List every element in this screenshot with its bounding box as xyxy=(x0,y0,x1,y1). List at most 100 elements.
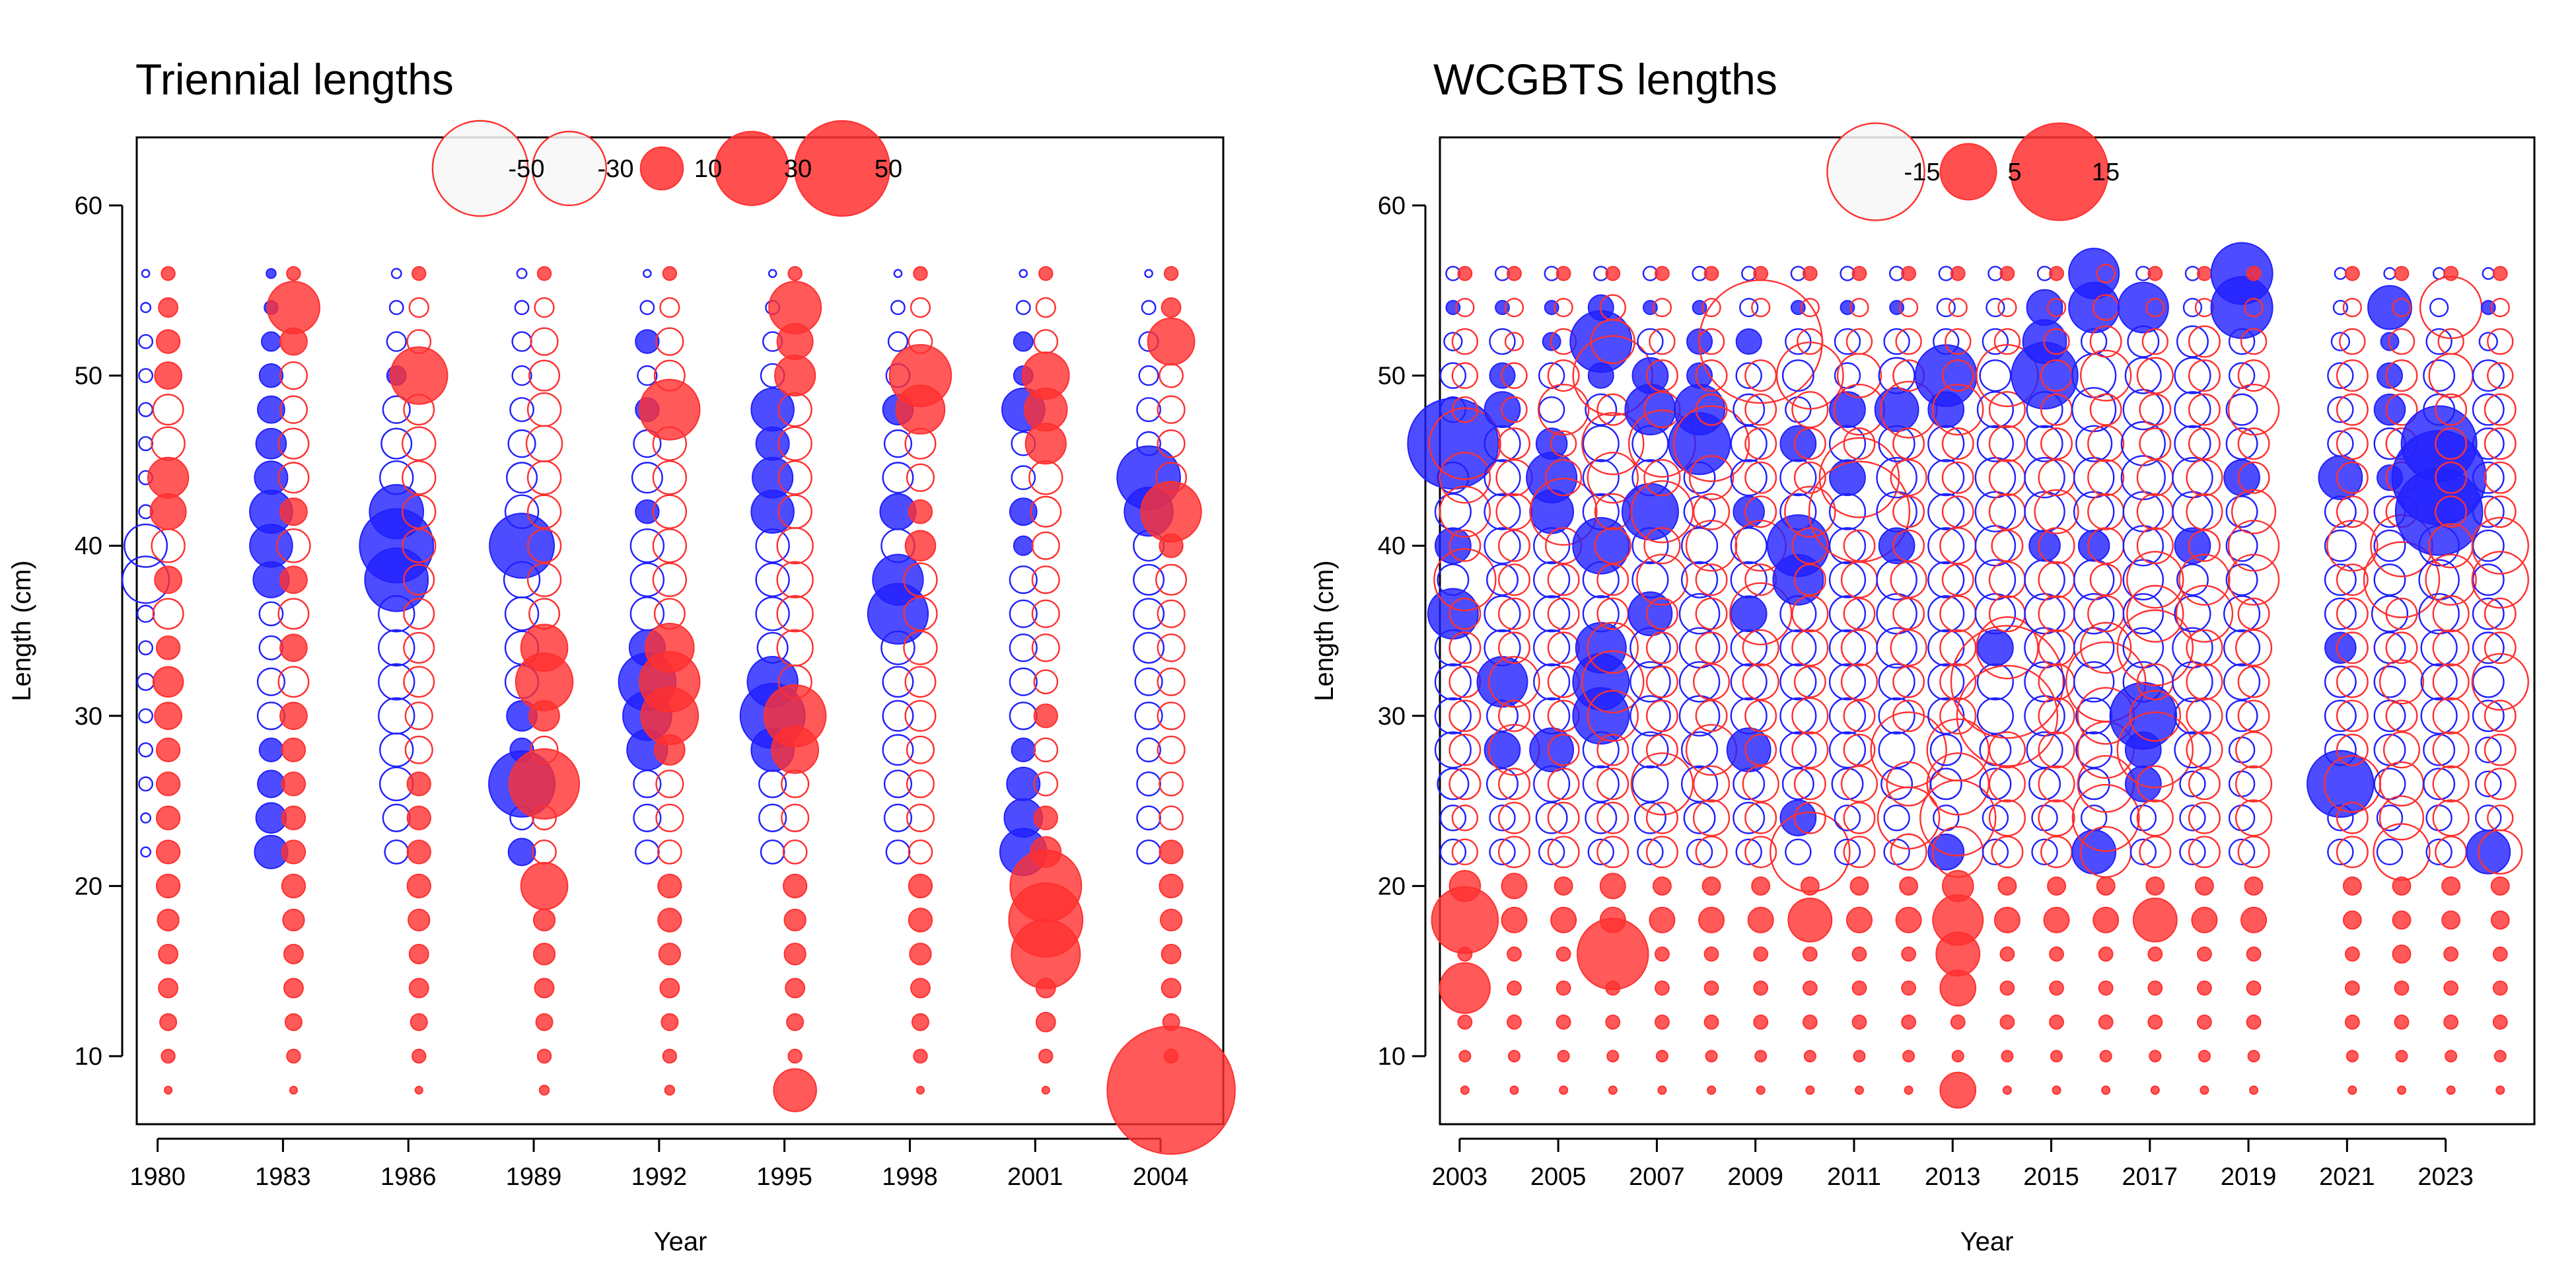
male-bubble xyxy=(1753,947,1769,962)
male-bubble xyxy=(908,329,933,354)
female-bubble xyxy=(890,300,906,315)
male-bubble xyxy=(2227,383,2280,436)
female-bubble xyxy=(1582,595,1620,633)
female-bubble xyxy=(631,462,663,494)
male-bubble xyxy=(915,1085,925,1095)
male-bubble xyxy=(152,598,184,630)
male-bubble xyxy=(2089,563,2122,596)
female-bubble xyxy=(2472,529,2505,562)
female-bubble xyxy=(2225,699,2258,733)
male-bubble xyxy=(2139,393,2172,426)
male-bubble xyxy=(2089,325,2122,358)
male-bubble xyxy=(1851,947,1867,962)
male-bubble xyxy=(2441,910,2461,930)
male-bubble xyxy=(1031,633,1060,662)
male-bubble xyxy=(903,596,938,631)
male-bubble xyxy=(1439,962,1491,1014)
female-bubble xyxy=(1680,561,1719,598)
legend-label: 30 xyxy=(784,155,812,183)
y-tick-label: 20 xyxy=(1378,873,1406,900)
female-bubble xyxy=(1136,397,1161,423)
male-bubble xyxy=(1945,328,1972,355)
male-bubble xyxy=(910,297,931,318)
male-bubble xyxy=(1742,629,1779,666)
female-bubble xyxy=(1439,805,1467,832)
female-bubble xyxy=(643,269,652,278)
male-bubble xyxy=(1556,980,1571,996)
male-bubble xyxy=(1581,411,1645,476)
y-tick-label: 60 xyxy=(1378,192,1406,220)
male-bubble xyxy=(1703,947,1719,962)
male-bubble xyxy=(1988,391,2026,429)
female-bubble xyxy=(379,460,414,495)
female-bubble xyxy=(2225,563,2258,596)
male-bubble xyxy=(2079,622,2132,674)
male-bubble xyxy=(1439,451,1491,504)
male-bubble xyxy=(2246,947,2262,962)
female-bubble xyxy=(2228,736,2256,764)
male-bubble xyxy=(1645,597,1678,630)
male-bubble xyxy=(2344,947,2360,962)
male-bubble xyxy=(2089,393,2122,426)
male-bubble xyxy=(2235,799,2273,837)
male-bubble xyxy=(1939,1071,1977,1109)
x-tick-label: 2009 xyxy=(1727,1163,1783,1191)
male-bubble xyxy=(1163,1048,1179,1064)
female-bubble xyxy=(140,812,152,824)
female-bubble xyxy=(1883,328,1910,355)
female-bubble xyxy=(1730,595,1768,633)
male-bubble xyxy=(411,266,427,281)
female-bubble xyxy=(2377,362,2404,389)
male-bubble xyxy=(2087,493,2125,530)
female-bubble xyxy=(2174,731,2211,769)
female-bubble xyxy=(255,427,287,460)
male-bubble xyxy=(1784,485,1836,538)
female-bubble xyxy=(257,395,285,424)
male-bubble xyxy=(657,839,682,865)
male-bubble xyxy=(1451,362,1479,389)
bubbles xyxy=(1407,242,2529,1109)
male-bubble xyxy=(2441,876,2461,896)
male-bubble xyxy=(281,840,306,865)
male-bubble xyxy=(1033,737,1059,763)
male-bubble xyxy=(1498,563,1530,596)
male-bubble xyxy=(2188,836,2221,869)
male-bubble xyxy=(1159,873,1184,899)
male-bubble xyxy=(1033,669,1059,695)
male-bubble xyxy=(1449,665,1482,698)
male-bubble xyxy=(526,562,562,597)
male-bubble xyxy=(2492,1015,2508,1030)
male-bubble xyxy=(1498,768,1530,801)
male-bubble xyxy=(1988,731,2026,769)
male-bubble xyxy=(525,425,563,462)
male-bubble xyxy=(1498,836,1530,869)
male-bubble xyxy=(913,266,928,281)
female-bubble xyxy=(1585,801,1618,834)
female-bubble xyxy=(1009,701,1038,731)
male-bubble xyxy=(404,701,433,731)
male-bubble xyxy=(1932,894,1984,946)
male-bubble xyxy=(1956,664,2059,767)
male-bubble xyxy=(2487,328,2514,355)
male-bubble xyxy=(2336,461,2369,494)
female-bubble xyxy=(266,268,277,279)
male-bubble xyxy=(154,565,183,594)
male-bubble xyxy=(1645,836,1678,869)
female-bubble xyxy=(1136,839,1161,865)
female-bubble xyxy=(1013,535,1034,556)
female-bubble xyxy=(1878,697,1915,734)
female-bubble xyxy=(514,300,530,315)
male-bubble xyxy=(908,499,933,524)
male-bubble xyxy=(2065,641,2147,723)
male-bubble xyxy=(1031,531,1060,560)
female-bubble xyxy=(1585,393,1618,426)
male-bubble xyxy=(2186,663,2223,701)
male-bubble xyxy=(2237,836,2270,869)
female-bubble xyxy=(1779,493,1817,530)
male-bubble xyxy=(1157,633,1186,662)
male-bubble xyxy=(1941,870,1974,902)
male-bubble xyxy=(1509,1085,1519,1095)
male-bubble xyxy=(2443,947,2459,962)
female-bubble xyxy=(2182,297,2203,318)
male-bubble xyxy=(2492,266,2508,281)
